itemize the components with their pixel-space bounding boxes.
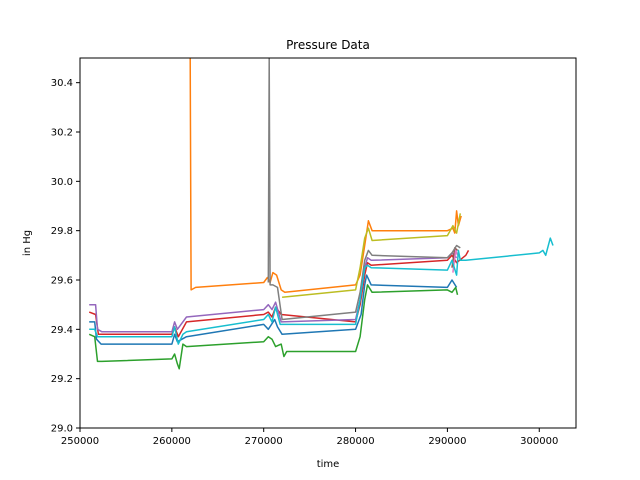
x-tick-label: 290000: [428, 436, 466, 447]
series-line-10: [89, 237, 554, 345]
plot-area: [79, 57, 577, 429]
series-line-9: [282, 213, 462, 299]
y-tick-label: 30.2: [51, 128, 73, 139]
x-tick-label: 270000: [245, 436, 283, 447]
series-line-1: [89, 274, 458, 345]
series-line-3: [88, 284, 459, 370]
y-tick-label: 29.2: [51, 374, 73, 385]
x-tick-label: 250000: [61, 436, 99, 447]
x-tick-label: 280000: [336, 436, 374, 447]
x-axis: 250000 260000 270000 280000 290000 300000: [61, 428, 558, 447]
series-line-2: [189, 58, 462, 294]
x-axis-label: time: [317, 459, 340, 470]
series-line-8: [267, 58, 461, 321]
y-tick-label: 29.8: [51, 226, 73, 237]
series-layer: [88, 58, 554, 370]
series-line-5: [89, 252, 458, 333]
y-axis-label: in Hg: [22, 230, 33, 256]
y-tick-label: 29.0: [51, 424, 73, 435]
chart-title: Pressure Data: [286, 38, 370, 52]
y-tick-label: 30.0: [51, 177, 73, 188]
axes-frame: [79, 57, 577, 429]
y-axis: 29.0 29.2 29.4 29.6 29.8 30.0 30.2 30.4: [51, 78, 80, 435]
y-tick-label: 30.4: [51, 78, 73, 89]
x-tick-label: 260000: [153, 436, 191, 447]
y-tick-label: 29.6: [51, 276, 73, 287]
x-tick-label: 300000: [520, 436, 558, 447]
y-tick-label: 29.4: [51, 325, 73, 336]
